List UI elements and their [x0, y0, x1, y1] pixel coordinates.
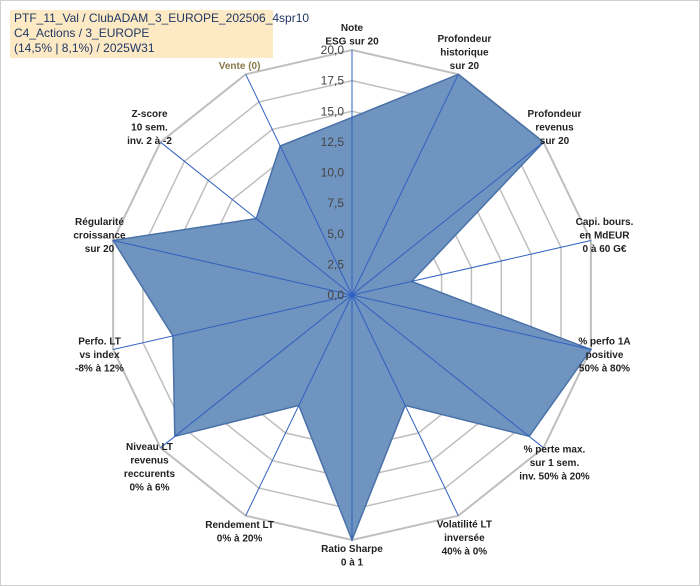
axis-label-1-line-2: sur 20 — [450, 61, 480, 72]
axis-label-4-line-2: 50% à 80% — [579, 364, 630, 375]
axis-label-0: Note ESG sur 20 — [325, 23, 379, 48]
tick-label-4: 10,0 — [321, 166, 345, 180]
axis-label-10-line-1: vs index — [79, 350, 119, 361]
axis-label-8-line-1: 0% à 20% — [217, 534, 263, 545]
axis-label-12-line-2: inv. 2 à -2 — [127, 136, 172, 147]
axis-label-11-line-0: Régularité — [75, 217, 124, 228]
spoke-5 — [351, 294, 544, 449]
spoke-9 — [160, 294, 353, 449]
axis-label-12-line-1: 10 sem. — [131, 122, 168, 133]
axis-label-9-line-3: 0% à 6% — [129, 483, 169, 494]
axis-label-5-line-0: % perte max. — [524, 445, 586, 456]
axis-label-9-line-2: reccurents — [124, 469, 176, 480]
info-line-2: C4_Actions / 3_EUROPE — [14, 26, 150, 40]
axis-label-9-line-0: Niveau LT — [126, 442, 173, 453]
spoke-13 — [245, 74, 353, 296]
axis-label-10-line-0: Perfo. LT — [78, 337, 121, 348]
tick-label-6: 15,0 — [321, 104, 345, 118]
spoke-2 — [351, 141, 544, 296]
axis-label-2-line-1: revenus — [535, 122, 574, 133]
axis-label-12-line-0: Z-score — [131, 109, 168, 120]
axis-label-8-line-0: Rendement LT — [205, 520, 274, 531]
axis-label-11-line-2: sur 20 — [85, 244, 115, 255]
spoke-1 — [351, 74, 459, 296]
tick-layer: 0,0 2,5 5,0 7,5 10,0 12,5 15,0 17,5 20,0 — [321, 43, 345, 302]
axis-label-3-line-1: en MdEUR — [580, 230, 631, 241]
axis-label-11-line-1: croissance — [73, 230, 126, 241]
axis-label-4-line-0: % perfo 1A — [578, 337, 630, 348]
axis-label-12: Z-score 10 sem. inv. 2 à -2 — [127, 109, 172, 147]
axis-label-4: % perfo 1A positive 50% à 80% — [578, 337, 630, 375]
tick-label-5: 12,5 — [321, 135, 345, 149]
spoke-4 — [351, 294, 592, 350]
spoke-8 — [245, 294, 353, 516]
spoke-layer — [112, 50, 592, 540]
spoke-12 — [160, 141, 353, 296]
tick-label-1: 2,5 — [327, 257, 344, 271]
spoke-10 — [112, 294, 353, 350]
axis-label-2-line-2: sur 20 — [540, 136, 570, 147]
spoke-3 — [351, 240, 592, 296]
axis-label-6-line-2: 40% à 0% — [442, 546, 488, 557]
axis-label-7-line-0: Ratio Sharpe — [321, 544, 383, 555]
info-line-1: PTF_11_Val / ClubADAM_3_EUROPE_202506_4s… — [14, 11, 310, 25]
axis-label-3: Capi. bours. en MdEUR 0 à 60 G€ — [576, 217, 634, 255]
info-line-3: (14,5% | 8,1%) / 2025W31 — [14, 41, 155, 55]
spoke-11 — [112, 240, 353, 296]
axis-label-7-line-1: 0 à 1 — [341, 558, 364, 569]
tick-label-8: 20,0 — [321, 43, 345, 57]
tick-label-7: 17,5 — [321, 74, 345, 88]
axis-label-13-line-2: Vente (0) — [219, 61, 261, 72]
axis-label-9: Niveau LT revenus reccurents 0% à 6% — [124, 442, 176, 494]
axis-label-1-line-0: Profondeur — [437, 34, 491, 45]
tick-label-3: 7,5 — [327, 196, 344, 210]
axis-label-4-line-1: positive — [586, 350, 624, 361]
axis-label-9-line-1: revenus — [130, 456, 169, 467]
axis-label-6-line-1: inversée — [444, 533, 485, 544]
axis-label-6-line-0: Volatilité LT — [437, 519, 492, 530]
axis-label-0-line-1: ESG sur 20 — [325, 37, 379, 48]
axis-label-0-line-0: Note — [341, 23, 364, 34]
axis-label-7: Ratio Sharpe 0 à 1 — [321, 544, 383, 569]
axis-label-5-line-1: sur 1 sem. — [530, 458, 580, 469]
axis-label-6: Volatilité LT inversée 40% à 0% — [437, 519, 492, 557]
axis-label-3-line-0: Capi. bours. — [576, 217, 634, 228]
axis-label-3-line-2: 0 à 60 G€ — [583, 244, 627, 255]
portfolio-info-box: PTF_11_Val / ClubADAM_3_EUROPE_202506_4s… — [10, 10, 310, 58]
axis-label-8: Rendement LT 0% à 20% — [205, 520, 274, 545]
tick-label-0: 0,0 — [327, 288, 344, 302]
axis-label-5: % perte max. sur 1 sem. inv. 50% à 20% — [519, 445, 590, 483]
axis-label-2: Profondeur revenus sur 20 — [528, 109, 582, 147]
axis-label-1: Profondeur historique sur 20 — [437, 34, 491, 72]
axis-label-5-line-2: inv. 50% à 20% — [519, 472, 590, 483]
axis-label-11: Régularité croissance sur 20 — [73, 217, 126, 255]
axis-label-2-line-0: Profondeur — [528, 109, 582, 120]
axis-label-10: Perfo. LT vs index -8% à 12% — [75, 337, 124, 375]
axis-label-10-line-2: -8% à 12% — [75, 364, 124, 375]
axis-label-1-line-1: historique — [440, 48, 489, 59]
spoke-6 — [351, 294, 459, 516]
tick-label-2: 5,0 — [327, 227, 344, 241]
